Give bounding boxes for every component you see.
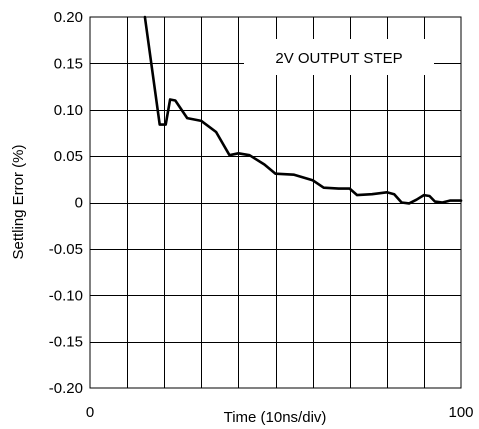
y-axis-title: Settling Error (%) (10, 144, 27, 259)
settling-error-series-line-0 (143, 15, 463, 205)
y-tick-label: 0.15 (54, 55, 83, 72)
plot-frame (89, 16, 462, 389)
annotation-box (244, 39, 434, 75)
y-tick-label: -0.20 (49, 380, 83, 397)
x-tick-label: 0 (86, 404, 94, 421)
y-tick-label: -0.10 (49, 287, 83, 304)
y-axis-tick-labels: 0.20 0.15 0.10 0.05 0 -0.05 -0.10 -0.15 -0.20 (49, 9, 83, 397)
y-tick-label: 0.10 (54, 102, 83, 119)
y-tick-label: -0.15 (49, 334, 83, 351)
y-tick-label: 0 (75, 195, 83, 212)
x-tick-label: 100 (448, 404, 473, 421)
x-axis-tick-labels: 0 100 (86, 404, 474, 421)
y-tick-label: 0.05 (54, 148, 83, 165)
x-axis-title: Time (10ns/div) (224, 409, 327, 426)
data-layer (143, 15, 463, 205)
y-tick-label: 0.20 (54, 9, 83, 26)
y-tick-label: -0.05 (49, 241, 83, 258)
annotation-label: 2V OUTPUT STEP (275, 50, 402, 67)
